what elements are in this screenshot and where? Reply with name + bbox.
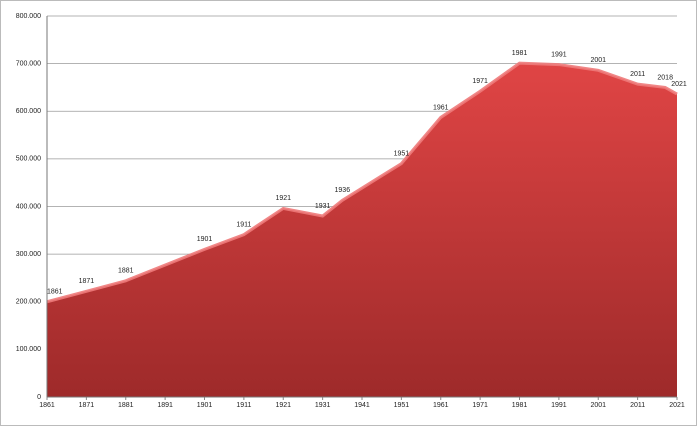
x-tick-label: 1991 [551, 402, 567, 409]
data-label: 1871 [79, 278, 95, 285]
y-tick-label: 700.000 [16, 60, 41, 67]
data-label: 2018 [657, 74, 673, 81]
data-label: 2021 [671, 81, 687, 88]
x-tick-label: 1951 [394, 402, 410, 409]
y-tick-label: 200.000 [16, 299, 41, 306]
x-tick-label: 1881 [118, 402, 134, 409]
x-tick-label: 1981 [512, 402, 528, 409]
data-label: 1951 [394, 150, 410, 157]
x-tick-label: 1941 [354, 402, 370, 409]
data-label: 1961 [433, 104, 449, 111]
x-tick-label: 1861 [39, 402, 55, 409]
data-label: 1901 [197, 236, 213, 243]
y-tick-label: 300.000 [16, 251, 41, 258]
y-tick-label: 800.000 [16, 13, 41, 20]
y-tick-label: 500.000 [16, 156, 41, 163]
x-tick-label: 1931 [315, 402, 331, 409]
x-tick-label: 1921 [275, 402, 291, 409]
data-label: 1991 [551, 51, 567, 58]
data-label: 1881 [118, 268, 134, 275]
y-tick-label: 600.000 [16, 108, 41, 115]
x-tick-label: 1911 [236, 402, 251, 409]
data-label: 1911 [236, 221, 251, 228]
data-label: 1861 [47, 289, 63, 296]
data-label: 1936 [335, 187, 351, 194]
x-tick-label: 2021 [669, 402, 685, 409]
data-label: 2001 [590, 57, 606, 64]
area-line [46, 61, 678, 304]
data-label: 1971 [472, 78, 488, 85]
data-label: 1931 [315, 203, 331, 210]
x-tick-label: 2001 [590, 402, 606, 409]
data-label: 1921 [275, 195, 291, 202]
y-tick-label: 0 [37, 394, 41, 401]
data-label: 2011 [630, 71, 645, 78]
x-tick-label: 1971 [472, 402, 488, 409]
x-tick-label: 1961 [433, 402, 449, 409]
y-tick-label: 400.000 [16, 203, 41, 210]
data-label: 1981 [512, 50, 528, 57]
x-tick-label: 1891 [157, 402, 173, 409]
area [47, 63, 677, 398]
x-tick-label: 1871 [79, 402, 95, 409]
x-tick-label: 1901 [197, 402, 213, 409]
x-tick-label: 2011 [630, 402, 645, 409]
y-tick-label: 100.000 [16, 346, 41, 353]
